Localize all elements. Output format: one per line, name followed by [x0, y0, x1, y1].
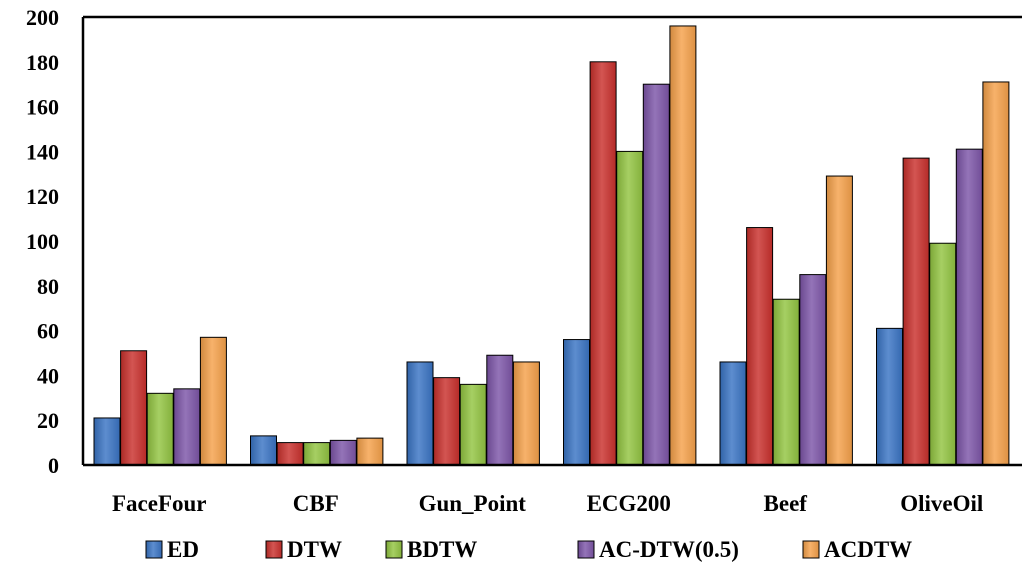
bar-facefour-bdtw	[146, 392, 174, 466]
legend: ED DTW BDTW AC-DTW(0.5) ACDTW	[145, 537, 912, 562]
x-category-label: CBF	[293, 491, 339, 516]
bar-cbf-dtw	[276, 442, 304, 466]
bar-ecg200-ac-dtw-0-5	[642, 83, 670, 466]
legend-label-acdtw: ACDTW	[824, 537, 912, 562]
legend-swatch-bdtw	[385, 540, 403, 559]
bar-gun-point-dtw	[433, 377, 461, 466]
bar-beef-dtw	[746, 227, 774, 466]
bar-cbf-acdtw	[356, 437, 384, 466]
x-category-labels: FaceFour CBF Gun_Point ECG200 Beef OliveOil	[112, 491, 983, 516]
legend-swatch-ac-dtw-0-5	[577, 540, 595, 559]
bar-gun-point-acdtw	[512, 361, 540, 466]
bar-gun-point-bdtw	[459, 383, 487, 466]
y-tick-label: 20	[37, 408, 59, 433]
x-category-label: FaceFour	[112, 491, 207, 516]
bar-ecg200-acdtw	[669, 25, 697, 466]
legend-label-dtw: DTW	[287, 537, 342, 562]
bar-beef-ac-dtw-0-5	[799, 274, 827, 466]
bar-facefour-ac-dtw-0-5	[173, 388, 201, 466]
bar-ecg200-bdtw	[616, 150, 644, 466]
bar-oliveoil-acdtw	[982, 81, 1010, 466]
y-tick-label: 200	[26, 5, 59, 30]
bar-oliveoil-ac-dtw-0-5	[955, 148, 983, 466]
bar-ecg200-dtw	[589, 61, 617, 466]
y-tick-labels: 0 20 40 60 80 100 120 140 160 180 200	[26, 5, 59, 478]
bar-oliveoil-bdtw	[929, 242, 957, 466]
bar-ecg200-ed	[563, 339, 590, 466]
y-tick-label: 100	[26, 229, 59, 254]
x-category-label: ECG200	[587, 491, 671, 516]
x-category-label: Beef	[764, 491, 808, 516]
bar-cbf-ed	[250, 435, 277, 466]
y-tick-label: 180	[26, 50, 59, 75]
legend-label-ed: ED	[167, 537, 199, 562]
bar-cbf-ac-dtw-0-5	[329, 439, 357, 466]
bar-facefour-ed	[93, 417, 121, 466]
y-tick-label: 60	[37, 319, 59, 344]
y-tick-label: 0	[48, 453, 59, 478]
x-category-label: Gun_Point	[419, 491, 527, 516]
bar-gun-point-ac-dtw-0-5	[486, 354, 514, 466]
bar-facefour-dtw	[120, 350, 148, 466]
legend-swatch-ed	[145, 540, 163, 559]
bar-beef-acdtw	[825, 175, 853, 466]
legend-label-bdtw: BDTW	[407, 537, 477, 562]
bar-beef-ed	[719, 361, 747, 466]
y-tick-label: 160	[26, 95, 59, 120]
legend-swatch-acdtw	[802, 540, 820, 559]
y-tick-label: 40	[37, 363, 59, 388]
bar-beef-bdtw	[772, 298, 800, 466]
y-tick-label: 80	[37, 274, 59, 299]
y-tick-label: 140	[26, 139, 59, 164]
y-tick-label: 120	[26, 184, 59, 209]
x-category-label: OliveOil	[900, 491, 983, 516]
legend-swatch-dtw	[265, 540, 283, 559]
bar-gun-point-ed	[406, 361, 434, 466]
legend-label-ac-dtw-0-5: AC-DTW(0.5)	[599, 537, 739, 562]
bars-group	[93, 25, 1010, 466]
bar-cbf-bdtw	[303, 442, 331, 466]
bar-facefour-acdtw	[199, 336, 227, 466]
bar-oliveoil-ed	[876, 327, 903, 466]
bar-oliveoil-dtw	[902, 157, 930, 466]
